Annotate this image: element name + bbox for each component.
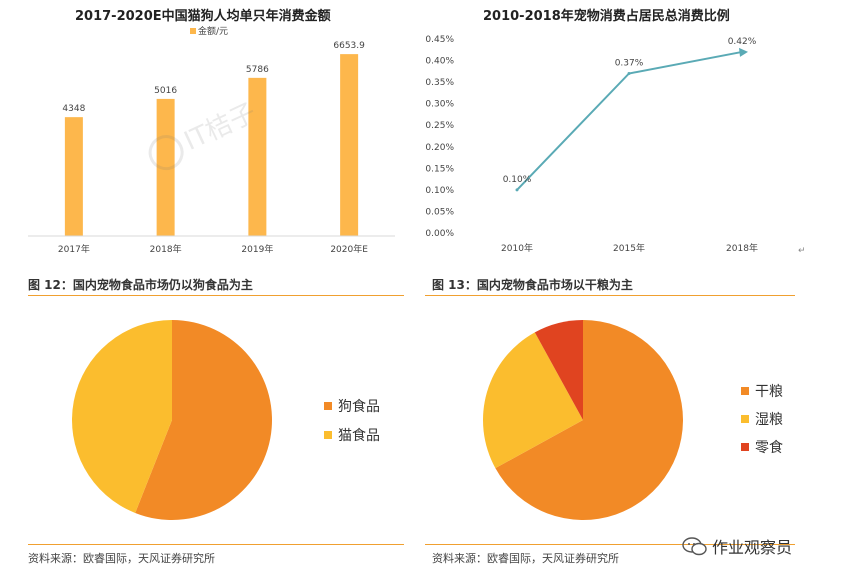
line-value-label-1: 0.37% — [615, 58, 644, 68]
pie2-legend-label-1: 湿粮 — [755, 412, 783, 428]
line-y-tick-9: 0.45% — [425, 35, 454, 45]
pie1-slice-0 — [135, 320, 272, 520]
pie1-top-rule — [28, 295, 404, 296]
bar-3 — [340, 54, 359, 236]
wechat-watermark-text: 作业观察员 — [712, 538, 793, 557]
pie1-bottom-rule — [28, 544, 404, 545]
line-x-tick-1: 2015年 — [613, 242, 645, 254]
line-y-tick-5: 0.25% — [425, 121, 454, 131]
pie2-legend-swatch-0 — [741, 387, 749, 395]
bar-1 — [156, 98, 175, 237]
bar-legend-label: 金额/元 — [198, 25, 228, 37]
pie2-top-rule — [425, 295, 795, 296]
pie1-legend-label-1: 猫食品 — [338, 427, 380, 444]
line-value-label-2: 0.42% — [728, 37, 757, 47]
bar-x-tick-1: 2018年 — [150, 243, 182, 255]
line-value-label-0: 0.10% — [503, 175, 532, 185]
line-y-tick-0: 0.00% — [425, 229, 454, 239]
line-y-tick-3: 0.15% — [425, 164, 454, 174]
pie1-slice-1 — [72, 320, 172, 513]
bar-value-label-3: 6653.9 — [333, 41, 365, 51]
bar-value-label-0: 4348 — [62, 104, 85, 114]
pie2-slice-1 — [483, 332, 583, 469]
bar-x-tick-3: 2020年E — [330, 243, 368, 255]
pie2-legend-label-2: 零食 — [755, 439, 783, 456]
pie1-source: 资料来源：欧睿国际，天风证券研究所 — [28, 552, 215, 565]
bar-chart: 金额/元 4348 5016 5786 6653.9 2017年 2018年 2019年 2… — [28, 25, 395, 255]
line-arrowhead — [739, 47, 748, 57]
pie1-legend-label-0: 狗食品 — [338, 398, 380, 415]
bar-0 — [64, 117, 83, 236]
line-y-tick-8: 0.40% — [425, 57, 454, 67]
pie2-legend-swatch-2 — [741, 443, 749, 451]
line-x-tick-2: 2018年 — [726, 242, 758, 254]
pie2-slice-2 — [534, 320, 583, 420]
bar-value-label-2: 5786 — [246, 65, 269, 75]
line-y-tick-1: 0.05% — [425, 207, 454, 217]
pie2-legend-label-0: 干粮 — [755, 384, 783, 400]
pie2-legend-swatch-1 — [741, 415, 749, 423]
pie1-caption: 图 12：国内宠物食品市场仍以狗食品为主 — [28, 278, 253, 292]
pie1-legend-swatch-1 — [324, 431, 332, 439]
line-point-0 — [515, 188, 519, 192]
pie2-caption: 图 13：国内宠物食品市场以干粮为主 — [432, 278, 633, 292]
line-chart: 0.00% 0.05% 0.10% 0.15% 0.20% 0.25% 0.30% 0.35%… — [425, 35, 806, 256]
pie2-source: 资料来源：欧睿国际，天风证券研究所 — [432, 552, 619, 565]
return-mark-icon: ↵ — [798, 246, 806, 256]
pie2-slice-0 — [495, 320, 683, 520]
line-y-tick-6: 0.30% — [425, 100, 454, 110]
line-chart-title: 2010-2018年宠物消费占居民总消费比例 — [483, 9, 730, 24]
pie2-bottom-rule — [425, 544, 795, 545]
itjuzi-watermark: IT桔子 — [134, 71, 297, 192]
bar-value-label-1: 5016 — [154, 86, 177, 96]
bar-chart-title: 2017-2020E中国猫狗人均单只年消费金额 — [75, 9, 331, 24]
bar-x-tick-2: 2019年 — [241, 243, 273, 255]
line-point-1 — [627, 71, 631, 75]
wechat-watermark: 作业观察员 — [682, 534, 792, 558]
line-y-tick-7: 0.35% — [425, 78, 454, 88]
itjuzi-watermark-text: IT桔子 — [180, 98, 261, 157]
wechat-icon — [682, 537, 707, 556]
bar-x-tick-0: 2017年 — [58, 243, 90, 255]
line-y-tick-4: 0.20% — [425, 143, 454, 153]
bar-2 — [248, 77, 267, 236]
line-x-tick-0: 2010年 — [501, 242, 533, 254]
line-y-tick-2: 0.10% — [425, 186, 454, 196]
bar-legend-swatch — [190, 28, 196, 34]
pie1-legend-swatch-0 — [324, 402, 332, 410]
